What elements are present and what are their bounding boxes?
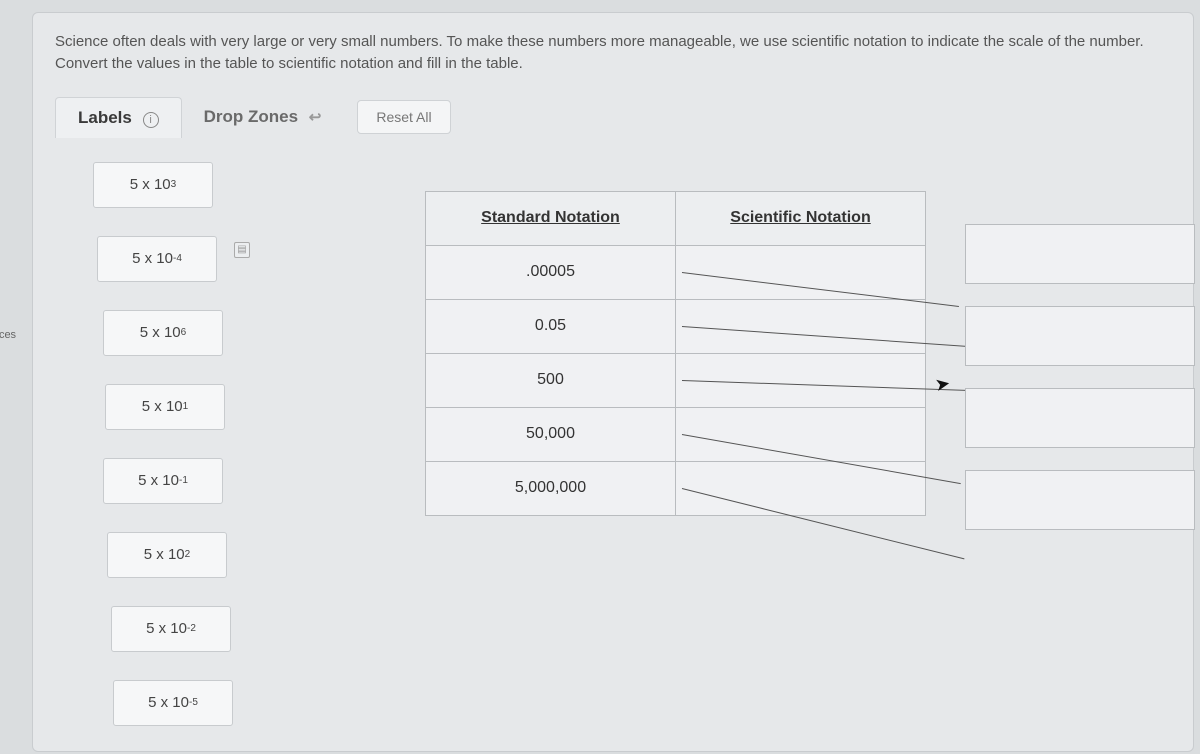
std-cell-4: 5,000,000 [426,461,676,515]
label-base: 5 x 10 [138,472,179,489]
std-cell-0: .00005 [426,245,676,299]
workspace: 5 x 103 ▤ 5 x 10-4 5 x 106 5 x 101 5 x 1… [55,156,1171,754]
drop-cell-1[interactable] [676,299,926,353]
label-chip-1[interactable]: 5 x 10-4 [97,236,217,282]
label-exp: 2 [185,549,191,560]
exercise-card: Science often deals with very large or v… [32,12,1194,752]
instructions-text: Science often deals with very large or v… [55,31,1171,75]
tab-labels-text: Labels [78,108,132,127]
std-cell-1: 0.05 [426,299,676,353]
label-chip-4[interactable]: 5 x 10-1 [103,458,223,504]
label-exp: -2 [187,623,196,634]
info-icon[interactable]: i [143,112,159,128]
label-exp: -4 [173,253,182,264]
drop-cell-3[interactable] [676,407,926,461]
tab-dropzones[interactable]: Drop Zones ↩ [182,97,344,137]
copy-icon[interactable]: ▤ [234,242,250,258]
tab-dropzones-text: Drop Zones [204,107,298,126]
dropzone-area: Standard Notation Scientific Notation .0… [275,156,1171,754]
std-cell-2: 500 [426,353,676,407]
label-base: 5 x 10 [148,694,189,711]
label-chip-5[interactable]: 5 x 102 [107,532,227,578]
header-standard: Standard Notation [426,191,676,245]
std-cell-3: 50,000 [426,407,676,461]
labels-column: 5 x 103 ▤ 5 x 10-4 5 x 106 5 x 101 5 x 1… [55,156,275,754]
label-chip-2[interactable]: 5 x 106 [103,310,223,356]
cursor-icon: ➤ [933,372,952,395]
header-scientific: Scientific Notation [676,191,926,245]
label-exp: -1 [179,475,188,486]
table-row: 50,000 [426,407,926,461]
label-exp: -5 [189,697,198,708]
table-row: 0.05 [426,299,926,353]
ext-drop-3[interactable] [965,470,1195,530]
tab-bar: Labels i Drop Zones ↩ Reset All [55,97,1171,138]
drop-cell-2[interactable] [676,353,926,407]
external-drop-boxes [965,224,1195,552]
label-base: 5 x 10 [142,398,183,415]
label-base: 5 x 10 [144,546,185,563]
label-exp: 1 [183,401,189,412]
drop-cell-0[interactable] [676,245,926,299]
label-base: 5 x 10 [140,324,181,341]
table-header-row: Standard Notation Scientific Notation [426,191,926,245]
notation-table: Standard Notation Scientific Notation .0… [425,191,926,516]
table-row: 500 [426,353,926,407]
table-row: .00005 [426,245,926,299]
reset-all-button[interactable]: Reset All [357,100,450,134]
table-row: 5,000,000 [426,461,926,515]
tab-labels[interactable]: Labels i [55,97,182,138]
label-chip-7[interactable]: 5 x 10-5 [113,680,233,726]
label-chip-6[interactable]: 5 x 10-2 [111,606,231,652]
label-chip-3[interactable]: 5 x 101 [105,384,225,430]
label-exp: 6 [181,327,187,338]
label-base: 5 x 10 [146,620,187,637]
label-chip-0[interactable]: 5 x 103 [93,162,213,208]
back-arrow-icon: ↩ [309,109,322,126]
label-exp: 3 [171,179,177,190]
ext-drop-2[interactable] [965,388,1195,448]
label-base: 5 x 10 [132,250,173,267]
sidebar-fragment: ces [0,320,15,350]
ext-drop-0[interactable] [965,224,1195,284]
label-base: 5 x 10 [130,176,171,193]
ext-drop-1[interactable] [965,306,1195,366]
drop-cell-4[interactable] [676,461,926,515]
